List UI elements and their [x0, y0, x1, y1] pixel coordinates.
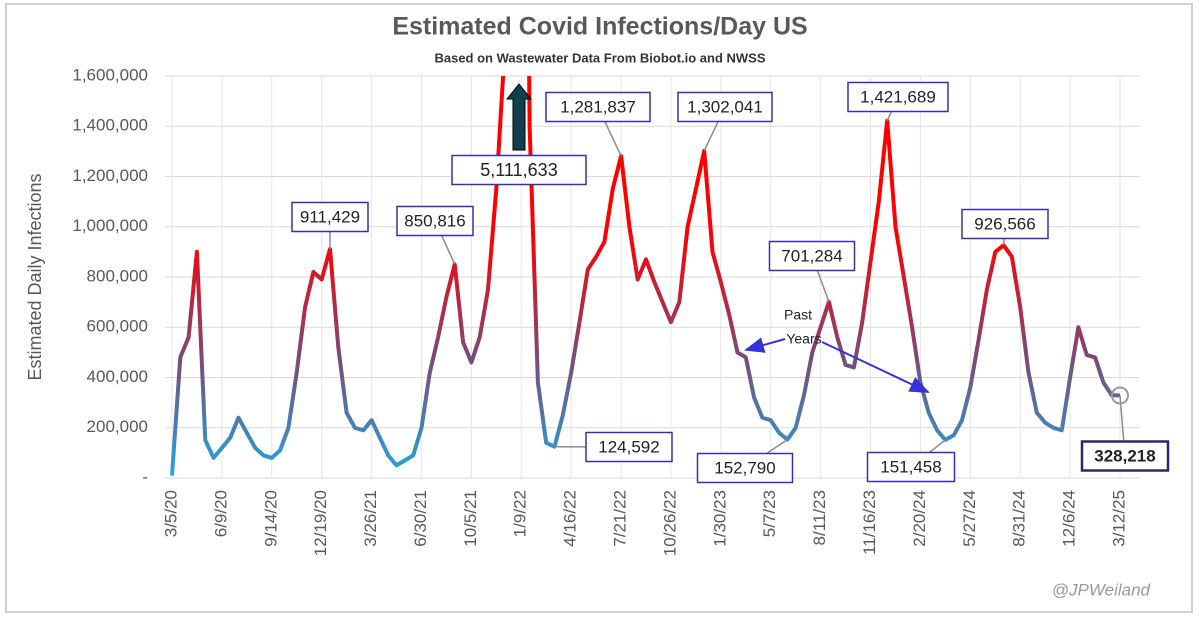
y-tick-label: 1,600,000: [72, 65, 148, 84]
peak-arrow: [505, 83, 533, 151]
y-tick-label: 1,200,000: [72, 166, 148, 185]
x-tick-label: 11/16/23: [860, 490, 879, 555]
chart-title: Estimated Covid Infections/Day US: [392, 13, 807, 41]
x-tick-label: 7/21/22: [611, 490, 630, 547]
x-tick-label: 2/20/24: [910, 490, 929, 547]
x-tick-label: 6/30/21: [411, 490, 430, 547]
x-tick-label: 12/19/20: [311, 490, 330, 556]
data-label: 328,218: [1094, 446, 1155, 465]
data-label: 850,816: [404, 211, 465, 230]
label-box: [696, 452, 794, 484]
credit: @JPWeiland: [1052, 580, 1151, 599]
annotation-arrow: [821, 341, 930, 393]
x-tick-label: 12/6/24: [1060, 490, 1079, 547]
data-label: 152,790: [714, 458, 775, 477]
end-marker: [1111, 386, 1129, 405]
x-tick-label: 6/9/20: [211, 490, 230, 537]
y-tick-label: 800,000: [87, 266, 148, 285]
x-tick-label: 10/26/22: [660, 490, 679, 556]
x-tick-label: 8/31/24: [1010, 490, 1029, 547]
label-box: [768, 240, 856, 272]
data-label: 1,421,689: [860, 87, 936, 106]
label-box: [545, 91, 651, 123]
label-box: [396, 205, 474, 237]
data-label: 911,429: [300, 207, 360, 226]
annotation-arrow: [744, 337, 786, 353]
x-tick-label: 1/9/22: [511, 490, 530, 537]
data-label: 1,302,041: [687, 97, 763, 116]
x-tick-label: 3/26/21: [361, 490, 380, 547]
annotation: Past: [784, 307, 812, 323]
annotation: Years: [786, 331, 821, 347]
label-box: [451, 154, 587, 186]
y-axis-label: Estimated Daily Infections: [25, 173, 45, 380]
y-tick-label: 1,400,000: [72, 116, 148, 135]
x-tick-label: 3/5/20: [161, 490, 180, 537]
y-tick-label: -: [142, 467, 148, 486]
label-box: [866, 451, 956, 483]
x-tick-label: 1/30/23: [710, 490, 729, 547]
y-tick-label: 400,000: [87, 367, 148, 386]
label-box: [1080, 440, 1170, 472]
x-tick-label: 9/14/20: [261, 490, 280, 547]
y-tick-label: 200,000: [87, 417, 148, 436]
data-label: 1,281,837: [560, 97, 636, 116]
y-tick-label: 1,000,000: [72, 216, 148, 235]
x-tick-label: 5/7/23: [760, 490, 779, 537]
data-label: 926,566: [974, 214, 1035, 233]
data-label: 701,284: [781, 246, 842, 265]
data-label: 5,111,633: [480, 160, 557, 180]
x-tick-label: 4/16/22: [561, 490, 580, 547]
data-label: 124,592: [598, 437, 659, 456]
label-box: [677, 91, 773, 123]
x-tick-label: 10/5/21: [461, 490, 480, 547]
x-tick-label: 8/11/23: [810, 490, 829, 545]
data-label: 151,458: [880, 457, 941, 476]
labels: 911,429 850,816 5,111,633 124,592 1,281,837 1…: [291, 81, 1170, 484]
chart-subtitle: Based on Wastewater Data From Biobot.io …: [434, 50, 765, 65]
y-tick-label: 600,000: [87, 317, 148, 336]
grid: - 200,000 400,000 600,000 800,000 1,000,000 1,…: [72, 65, 1140, 556]
x-tick-label: 3/12/25: [1109, 490, 1128, 547]
label-box: [961, 208, 1049, 240]
label-box: [847, 81, 949, 113]
label-box: [585, 431, 673, 463]
label-box: [291, 201, 369, 233]
x-tick-label: 5/27/24: [960, 490, 979, 547]
